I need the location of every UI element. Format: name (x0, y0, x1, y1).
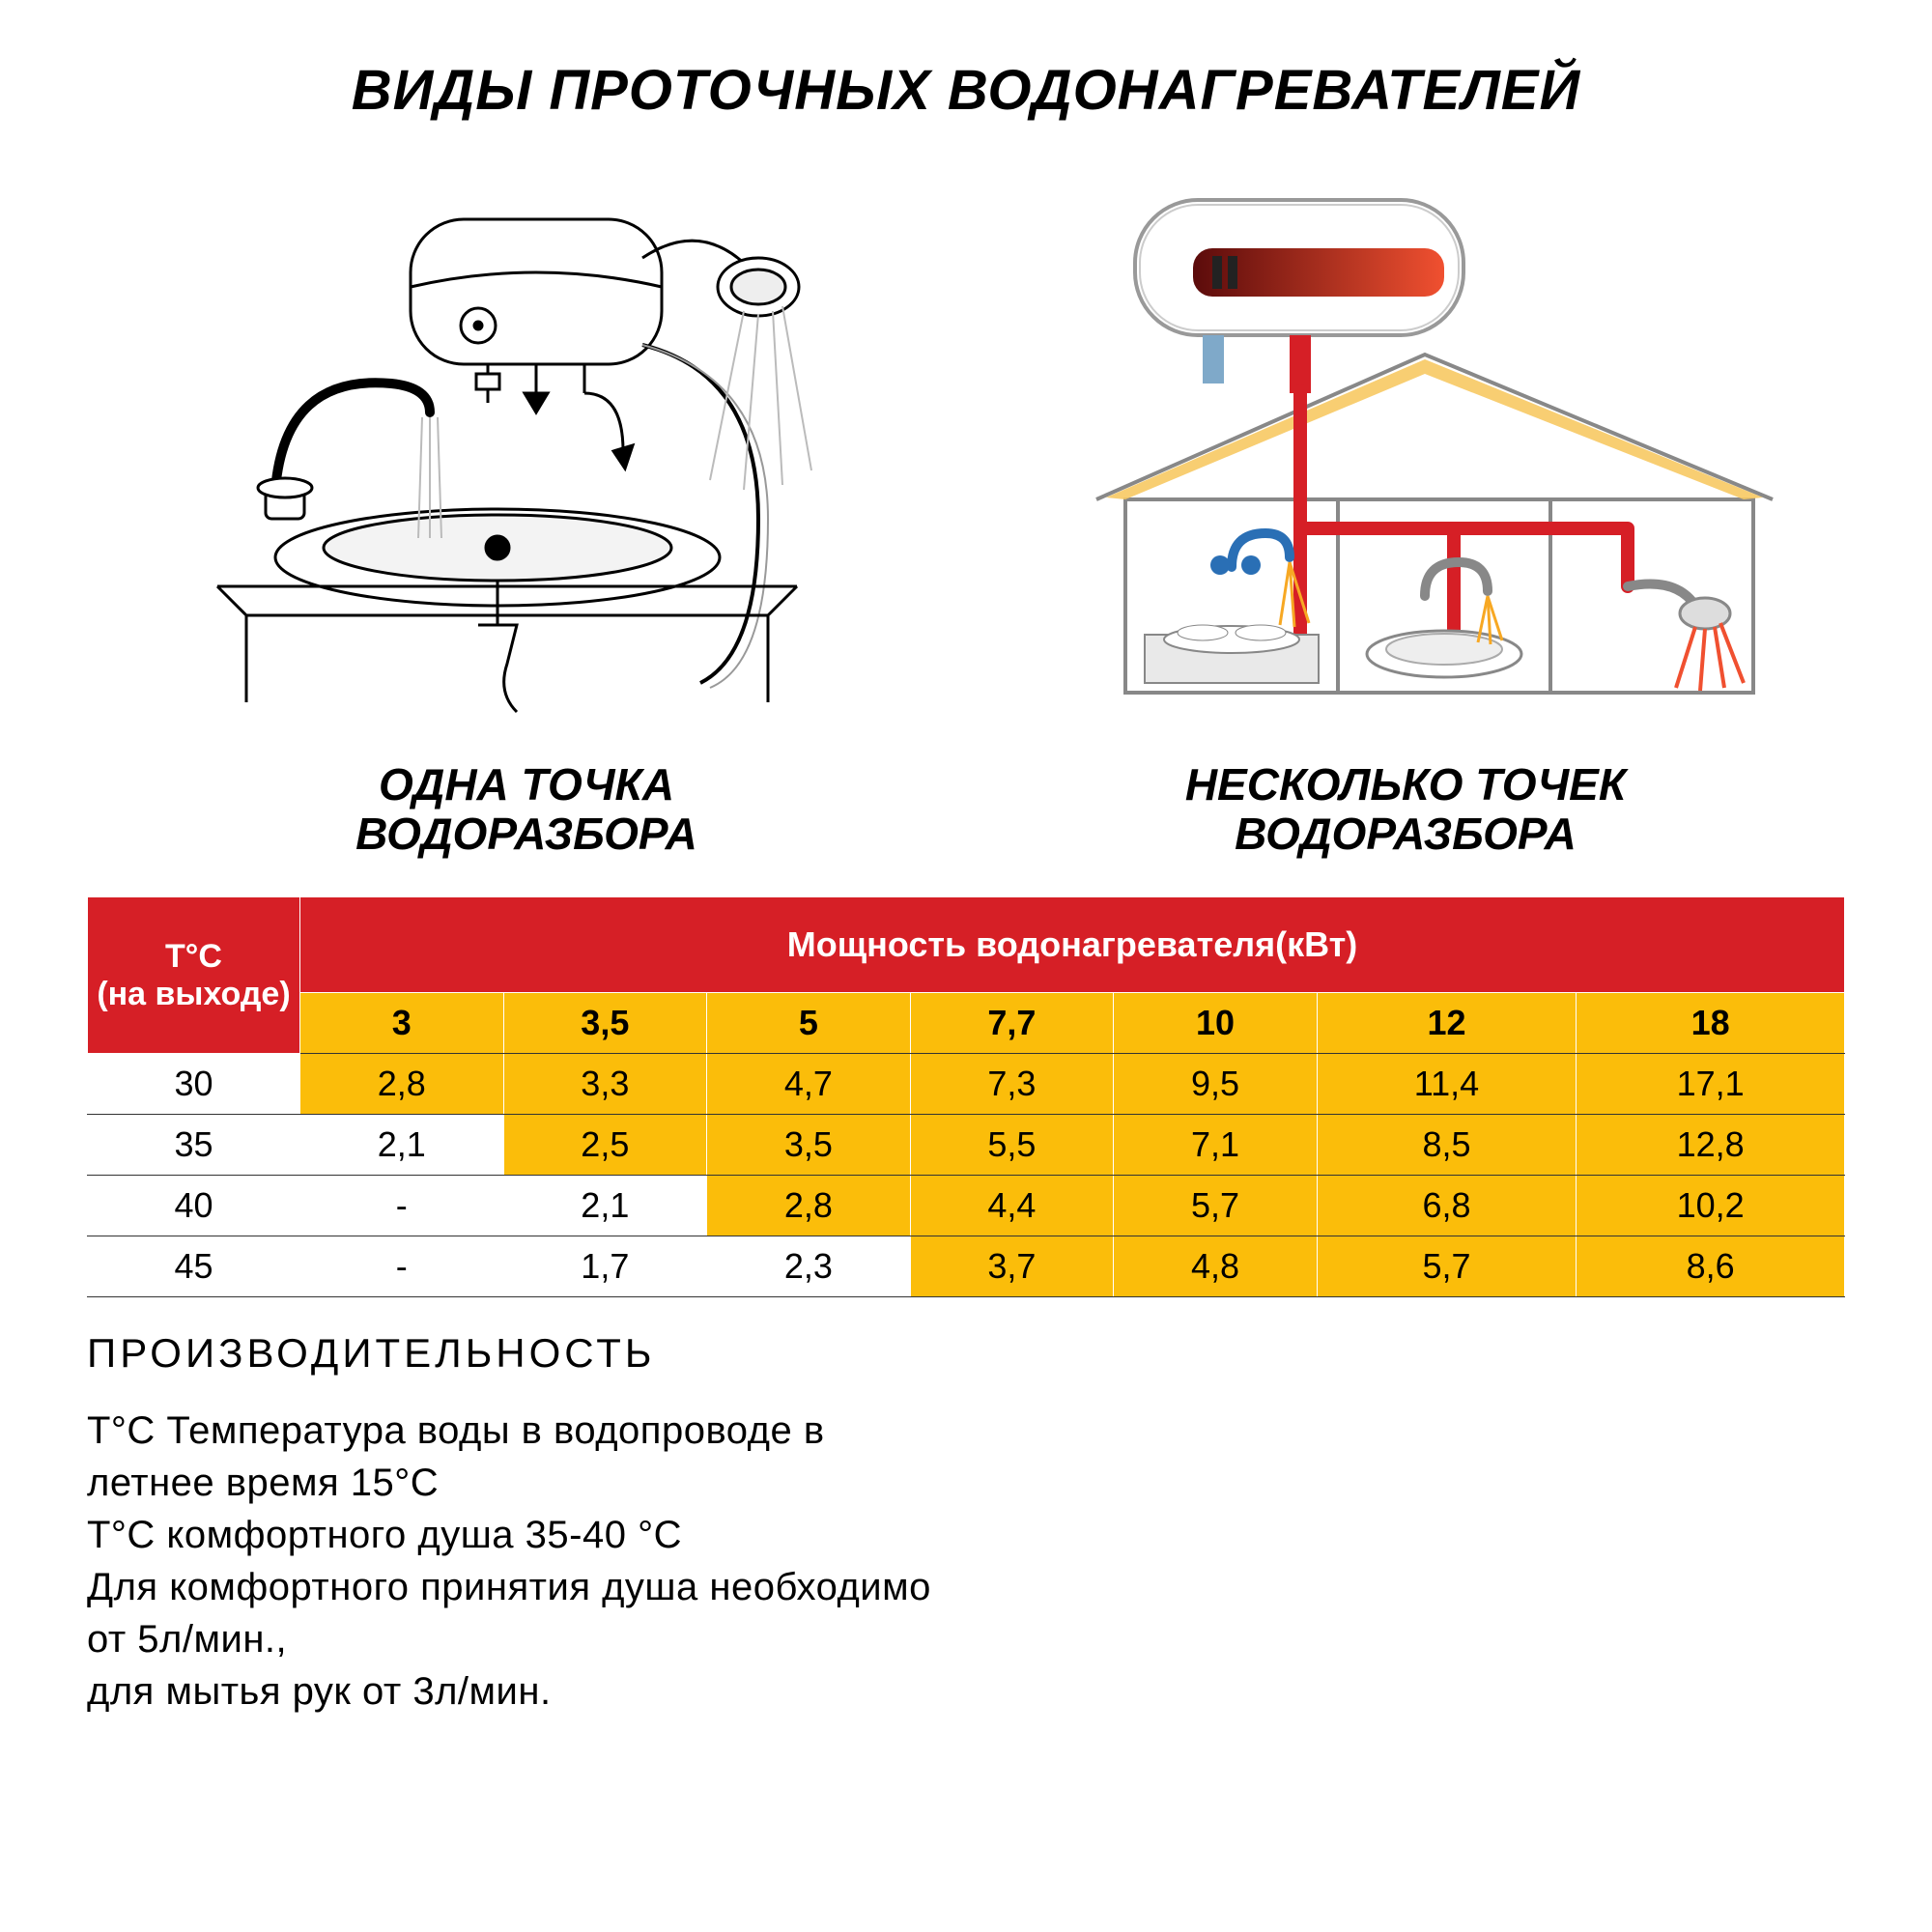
value-cell: 7,1 (1114, 1115, 1318, 1176)
value-cell: 8,6 (1577, 1236, 1845, 1297)
value-cell: 2,1 (503, 1176, 707, 1236)
diagram-single-point (87, 200, 966, 722)
value-cell: 2,5 (503, 1115, 707, 1176)
footer-block: ПРОИЗВОДИТЕЛЬНОСТЬ Т°С Температура воды … (87, 1326, 1845, 1718)
value-cell: 8,5 (1317, 1115, 1577, 1176)
power-col-header: 5 (707, 993, 911, 1054)
power-col-header: 12 (1317, 993, 1577, 1054)
temp-cell: 35 (88, 1115, 300, 1176)
value-cell: 1,7 (503, 1236, 707, 1297)
diagrams-row (87, 181, 1845, 722)
value-cell: 7,3 (910, 1054, 1114, 1115)
value-cell: 9,5 (1114, 1054, 1318, 1115)
temp-cell: 45 (88, 1236, 300, 1297)
value-cell: 4,4 (910, 1176, 1114, 1236)
row-header: Т°С (на выходе) (88, 897, 300, 1054)
col-group-header: Мощность водонагревателя(кВт) (300, 897, 1845, 993)
caption-right-line2: ВОДОРАЗБОРА (1235, 809, 1577, 859)
value-cell: 5,7 (1317, 1236, 1577, 1297)
value-cell: 12,8 (1577, 1115, 1845, 1176)
temp-cell: 30 (88, 1054, 300, 1115)
value-cell: 17,1 (1577, 1054, 1845, 1115)
value-cell: 2,8 (300, 1054, 504, 1115)
caption-right: НЕСКОЛЬКО ТОЧЕК ВОДОРАЗБОРА (966, 760, 1845, 858)
power-cols-row: 33,557,7101218 (88, 993, 1845, 1054)
value-cell: 6,8 (1317, 1176, 1577, 1236)
footer-l1: Т°С Температура воды в водопроводе в (87, 1405, 1845, 1457)
single-point-svg (188, 200, 865, 722)
value-cell: 3,7 (910, 1236, 1114, 1297)
value-cell: 4,7 (707, 1054, 911, 1115)
power-col-header: 18 (1577, 993, 1845, 1054)
footer-l4: Для комфортного принятия душа необходимо (87, 1561, 1845, 1613)
footer-l5: от 5л/мин., (87, 1613, 1845, 1665)
value-cell: 2,3 (707, 1236, 911, 1297)
power-table: Т°С (на выходе) Мощность водонагревателя… (87, 896, 1845, 1297)
temp-cell: 40 (88, 1176, 300, 1236)
table-row: 45-1,72,33,74,85,78,6 (88, 1236, 1845, 1297)
caption-left: ОДНА ТОЧКА ВОДОРАЗБОРА (87, 760, 966, 858)
footer-perf: ПРОИЗВОДИТЕЛЬНОСТЬ (87, 1326, 1845, 1381)
power-col-header: 3 (300, 993, 504, 1054)
value-cell: 5,7 (1114, 1176, 1318, 1236)
value-cell: 11,4 (1317, 1054, 1577, 1115)
page-title: ВИДЫ ПРОТОЧНЫХ ВОДОНАГРЕВАТЕЛЕЙ (87, 58, 1845, 123)
footer-l3: Т°С комфортного душа 35-40 °С (87, 1509, 1845, 1561)
value-cell: 5,5 (910, 1115, 1114, 1176)
value-cell: - (300, 1236, 504, 1297)
value-cell: - (300, 1176, 504, 1236)
caption-right-line1: НЕСКОЛЬКО ТОЧЕК (1185, 759, 1626, 810)
power-col-header: 3,5 (503, 993, 707, 1054)
table-row: 40-2,12,84,45,76,810,2 (88, 1176, 1845, 1236)
value-cell: 3,5 (707, 1115, 911, 1176)
caption-left-line2: ВОДОРАЗБОРА (355, 809, 697, 859)
multi-point-svg (1009, 181, 1802, 722)
diagram-multi-point (966, 181, 1845, 722)
captions-row: ОДНА ТОЧКА ВОДОРАЗБОРА НЕСКОЛЬКО ТОЧЕК В… (87, 760, 1845, 858)
caption-left-line1: ОДНА ТОЧКА (379, 759, 674, 810)
value-cell: 2,1 (300, 1115, 504, 1176)
power-col-header: 7,7 (910, 993, 1114, 1054)
footer-l6: для мытья рук от 3л/мин. (87, 1665, 1845, 1718)
table-row: 352,12,53,55,57,18,512,8 (88, 1115, 1845, 1176)
power-body: 302,83,34,77,39,511,417,1352,12,53,55,57… (88, 1054, 1845, 1297)
value-cell: 4,8 (1114, 1236, 1318, 1297)
value-cell: 10,2 (1577, 1176, 1845, 1236)
table-row: 302,83,34,77,39,511,417,1 (88, 1054, 1845, 1115)
power-col-header: 10 (1114, 993, 1318, 1054)
footer-l2: летнее время 15°С (87, 1457, 1845, 1509)
value-cell: 3,3 (503, 1054, 707, 1115)
value-cell: 2,8 (707, 1176, 911, 1236)
